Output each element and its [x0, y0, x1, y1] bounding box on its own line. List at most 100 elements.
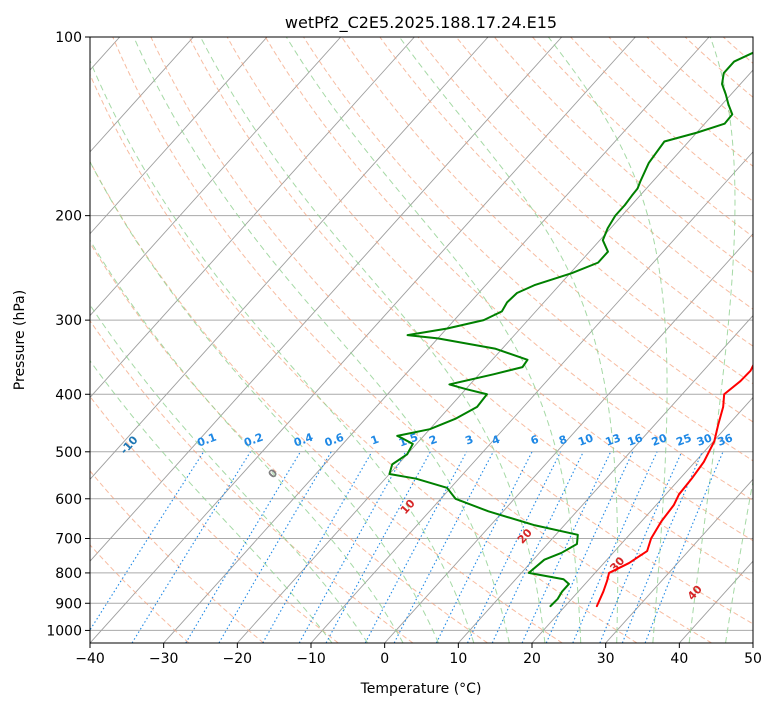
- moist-adiabat: [133, 37, 510, 643]
- mixing-ratio-label: 0.1: [195, 431, 218, 450]
- dry-adiabat-label: -20: [33, 401, 56, 425]
- mixing-ratio-label: 8: [557, 433, 569, 448]
- moist-adiabat: [90, 239, 404, 643]
- y-tick-label: 500: [55, 445, 82, 461]
- chart-title: wetPf2_C2E5.2025.188.17.24.E15: [285, 13, 557, 33]
- x-tick-label: 50: [744, 651, 762, 667]
- dry-adiabat: [90, 160, 563, 643]
- dry-adiabat: [90, 73, 638, 643]
- moist-adiabat: [90, 359, 333, 643]
- dry-adiabat: [264, 37, 753, 501]
- moist-adiabat: [547, 37, 668, 643]
- isotherm: [605, 478, 753, 643]
- dry-adiabat: [341, 37, 753, 423]
- mixing-ratio-line: [325, 451, 431, 643]
- x-tick-label: 0: [380, 651, 389, 667]
- moist-adiabat: [398, 37, 619, 643]
- dry-adiabat: [90, 395, 339, 643]
- mixing-ratio-line: [298, 451, 407, 643]
- isotherm: [90, 37, 563, 562]
- dry-adiabat: [455, 37, 753, 310]
- mixing-ratio-label: 30: [695, 431, 714, 449]
- isotherm-grid: [90, 37, 753, 643]
- isotherm: [90, 37, 268, 235]
- dry-adiabat: [150, 37, 753, 625]
- mixing-ratio-line: [90, 451, 205, 632]
- mixing-ratio-label: 6: [529, 433, 541, 448]
- isotherm: [310, 151, 753, 643]
- dewpoint-trace: [388, 51, 753, 608]
- mixing-ratio-label: 3: [463, 433, 475, 448]
- y-tick-label: 600: [55, 492, 82, 508]
- mixing-ratio-line: [435, 451, 533, 643]
- x-tick-label: 20: [523, 651, 541, 667]
- mixing-ratio-label: 1: [369, 433, 381, 448]
- moist-adiabat: [90, 59, 475, 643]
- mixing-ratio-label: 13: [604, 431, 623, 448]
- isotherm: [457, 314, 753, 643]
- mixing-ratio-line: [131, 451, 251, 643]
- isotherm: [90, 37, 415, 399]
- x-tick-label: −40: [75, 651, 105, 667]
- mixing-ratio-label: 10: [576, 431, 595, 449]
- mixing-ratio-line: [185, 451, 301, 643]
- plot-area: -100-90-80-70-60-50-40-30-20-10010203040…: [33, 37, 753, 643]
- mixing-ratio-label: 20: [650, 431, 669, 449]
- isotherm: [531, 396, 753, 643]
- moist-adiabat: [725, 478, 753, 643]
- y-tick-label: 800: [55, 566, 82, 582]
- dry-adiabats: [90, 37, 753, 643]
- moist-adiabat: [90, 304, 369, 643]
- temperature-trace: [595, 363, 753, 608]
- x-axis-label: Temperature (°C): [360, 681, 482, 697]
- moist-adiabat: [688, 37, 736, 643]
- isotherm: [90, 37, 489, 480]
- moist-adiabat-label: 10: [398, 497, 418, 517]
- moist-adiabat-label: 40: [685, 582, 705, 602]
- moist-adiabat: [285, 37, 582, 643]
- moist-adiabat: [90, 160, 439, 643]
- mixing-ratio-label: 4: [490, 433, 502, 448]
- x-axis: −40 −30 −20 −10 0 10 20 30 40 50: [75, 643, 762, 667]
- y-tick-label: 300: [55, 313, 82, 329]
- mixing-ratio-label: 2: [427, 433, 439, 448]
- dry-adiabat: [90, 319, 414, 643]
- mixing-ratio-line: [621, 451, 703, 643]
- dry-adiabat: [90, 241, 488, 643]
- y-tick-label: 400: [55, 387, 82, 403]
- mixing-ratio-label: 16: [626, 431, 645, 449]
- dry-adiabat: [379, 37, 753, 385]
- y-tick-label: 700: [55, 532, 82, 548]
- mixing-ratio-line: [644, 451, 724, 643]
- mixing-ratio-line: [364, 451, 468, 643]
- plot-frame: [89, 36, 754, 644]
- mixing-ratio-label: 0.4: [292, 431, 315, 450]
- isotherm: [752, 642, 753, 643]
- dry-adiabat: [226, 37, 753, 542]
- dry-adiabat: [608, 37, 753, 167]
- y-axis: 100 200 300 400 500 600 700 800 900 1000: [46, 30, 90, 639]
- dry-adiabat-label: -10: [118, 433, 141, 457]
- moist-adiabat: [200, 37, 546, 643]
- mixing-ratio-line: [393, 451, 494, 643]
- x-tick-label: −10: [296, 651, 326, 667]
- sounding-traces: [388, 51, 753, 608]
- mixing-ratio-line: [545, 451, 634, 643]
- dry-adiabat: [90, 544, 190, 643]
- isotherm: [90, 37, 194, 153]
- y-tick-label: 100: [55, 30, 82, 46]
- isobar-grid: [90, 37, 753, 631]
- isotherm: [236, 69, 753, 643]
- mixing-ratio-line: [467, 451, 562, 643]
- isotherm: [163, 37, 710, 643]
- y-tick-label: 900: [55, 596, 82, 612]
- x-tick-label: 30: [597, 651, 615, 667]
- mixing-ratio-line: [572, 451, 658, 643]
- isotherm: [384, 233, 753, 643]
- x-tick-label: −30: [149, 651, 179, 667]
- mixing-ratio-label: 36: [716, 431, 735, 449]
- dry-adiabat: [493, 37, 753, 274]
- x-tick-label: −20: [223, 651, 253, 667]
- y-axis-label: Pressure (hPa): [12, 290, 28, 390]
